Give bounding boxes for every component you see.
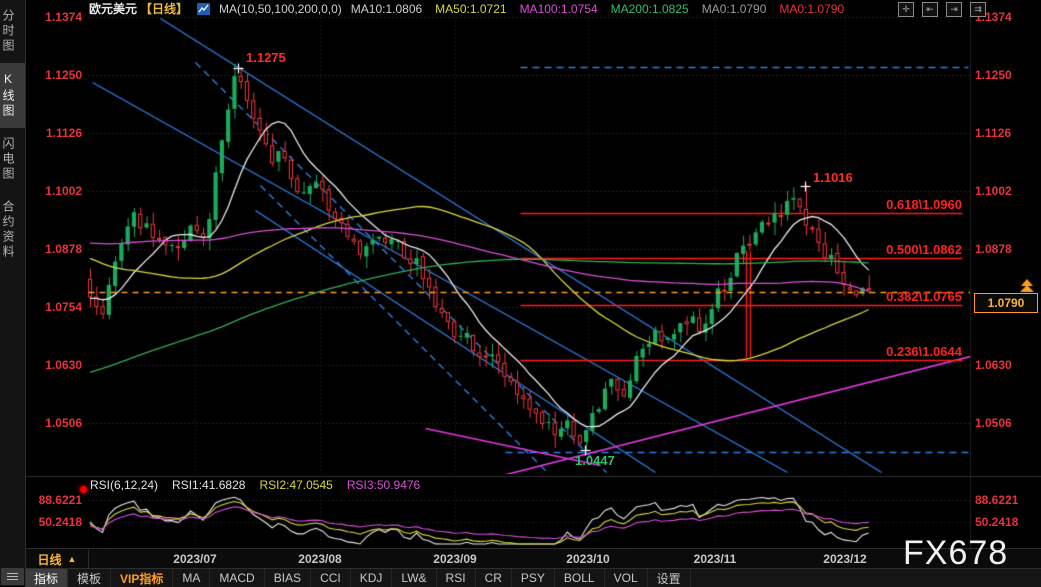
toolbar-tab-LW&[interactable]: LW&	[392, 569, 437, 587]
toolbar-tab-指标[interactable]: 指标	[25, 569, 69, 587]
indicator-toolbar: 指标 模板 VIP指标 MA MACD BIAS CCI KDJ LW& RSI CR PSY BOLL…	[25, 568, 1041, 587]
rsi-axis-label-left: 50.2418	[38, 515, 82, 529]
fibonacci-label: 0.382\1.0765	[886, 289, 962, 304]
price-axis-label-left: 1.1002	[45, 184, 82, 198]
price-axis-label-right: 1.0878	[975, 242, 1012, 256]
sidebar-item-分时图[interactable]: 分时图	[1, 9, 15, 54]
rsi-axis-label-left: 88.6221	[38, 493, 82, 507]
y-axis-zoom-icon[interactable]: ⇤	[922, 2, 938, 17]
price-axis-label-left: 1.1126	[45, 126, 82, 140]
price-axis-label-right: 1.1250	[975, 68, 1012, 82]
rsi-value: RSI2:47.0545	[259, 478, 333, 492]
rsi-title: RSI(6,12,24)	[90, 478, 159, 492]
period-tag: 【日线】	[140, 2, 189, 16]
line-chart-icon	[197, 2, 211, 15]
fibonacci-label: 0.500\1.0862	[886, 242, 962, 257]
ma-legend-item: MA0:1.0790	[701, 1, 767, 16]
date-axis-label: 2023/07	[173, 552, 217, 566]
ma-legend-item: MA100:1.0754	[519, 1, 598, 16]
price-axis-label-left: 1.0878	[45, 242, 82, 256]
fx678-watermark: FX678	[903, 534, 1009, 572]
toolbar-tab-BOLL[interactable]: BOLL	[555, 569, 605, 587]
swing-price-label: 1.1275	[246, 50, 286, 65]
symbol-title: 欧元美元	[89, 2, 138, 16]
price-axis-label-right: 1.1002	[975, 184, 1012, 198]
rsi-axis-label-right: 88.6221	[975, 493, 1019, 507]
sidebar-item-K线图[interactable]: K线图	[0, 63, 25, 128]
swing-price-label: 1.0447	[575, 453, 615, 468]
toolbar-tab-PSY[interactable]: PSY	[512, 569, 555, 587]
date-axis-label: 2023/09	[433, 552, 477, 566]
price-axis-label-right: 1.0506	[975, 416, 1012, 430]
toolbar-tab-模板[interactable]: 模板	[68, 569, 112, 587]
toolbar-tab-CR[interactable]: CR	[476, 569, 512, 587]
rsi-value: RSI1:41.6828	[172, 478, 246, 492]
price-axis-label-right: 1.0630	[975, 358, 1012, 372]
ma-legend-item: MA50:1.0721	[435, 1, 507, 16]
triangle-up-icon: ▲	[67, 554, 77, 564]
alert-dot-icon	[80, 486, 87, 493]
toolbar-tab-BIAS[interactable]: BIAS	[265, 569, 312, 587]
toolbar-tab-CCI[interactable]: CCI	[311, 569, 351, 587]
ma-legend-item: MA0:1.0790	[779, 1, 845, 16]
ma-legend: MA10:1.0806 MA50:1.0721 MA100:1.0754 MA200:…	[351, 2, 844, 16]
ma-legend-item: MA200:1.0825	[610, 1, 689, 16]
crosshair-icon[interactable]: ✛	[898, 2, 914, 17]
price-axis-label-left: 1.1374	[45, 10, 82, 24]
x-axis-zoom-icon[interactable]: ⇥	[946, 2, 962, 17]
price-axis-label-left: 1.0506	[45, 416, 82, 430]
rsi-axis-label-right: 50.2418	[975, 515, 1019, 529]
ma-formula: MA(10,50,100,200,0,0)	[219, 1, 342, 16]
toolbar-tab-KDJ[interactable]: KDJ	[351, 569, 393, 587]
toolbar-tab-MA[interactable]: MA	[173, 569, 211, 587]
price-axis-label-left: 1.0754	[45, 300, 82, 314]
fibonacci-label: 0.618\1.0960	[886, 197, 962, 212]
toolbar-tab-MACD[interactable]: MACD	[210, 569, 265, 587]
rsi-indicator-header: RSI(6,12,24) RSI1:41.6828 RSI2:47.0545 RSI…	[90, 478, 420, 492]
sidebar-menu-icon[interactable]	[1, 568, 24, 585]
period-selector[interactable]: 日线 ▲	[26, 550, 89, 568]
left-sidebar: 分时图 K线图闪电图合约资料	[0, 0, 26, 586]
price-axis-label-right: 1.1126	[975, 126, 1012, 140]
ma-legend-item: MA10:1.0806	[350, 1, 423, 16]
toolbar-tab-VOL[interactable]: VOL	[605, 569, 648, 587]
price-axis-label-left: 1.0630	[45, 358, 82, 372]
date-axis-label: 2023/12	[823, 552, 867, 566]
date-axis[interactable]: 日线 ▲ 2023/07 2023/08 2023/09 2023/10 2023/11…	[25, 548, 1041, 569]
fibonacci-label: 0.236\1.0644	[886, 344, 962, 359]
shift-right-icon[interactable]: ⇉	[970, 2, 986, 17]
period-selector-label: 日线	[37, 552, 62, 567]
chart-header: 欧元美元 【日线】 MA(10,50,100,200,0,0) MA10:1.0…	[25, 0, 1041, 17]
header-toolbar: ✛ ⇤ ⇥ ⇉	[898, 2, 986, 17]
date-axis-label: 2023/08	[298, 552, 342, 566]
toolbar-tab-设置[interactable]: 设置	[648, 569, 691, 587]
swing-price-label: 1.1016	[813, 170, 853, 185]
sidebar-item-闪电图[interactable]: 闪电图	[1, 137, 15, 182]
current-price-badge[interactable]: 1.0790	[974, 293, 1038, 313]
toolbar-tab-VIP指标[interactable]: VIP指标	[111, 569, 174, 587]
sidebar-item-合约资料[interactable]: 合约资料	[1, 200, 15, 260]
toolbar-tab-RSI[interactable]: RSI	[437, 569, 476, 587]
date-axis-label: 2023/11	[693, 552, 737, 566]
price-axis-label-left: 1.1250	[45, 68, 82, 82]
date-axis-label: 2023/10	[566, 552, 610, 566]
rsi-value: RSI3:50.9476	[346, 478, 421, 492]
